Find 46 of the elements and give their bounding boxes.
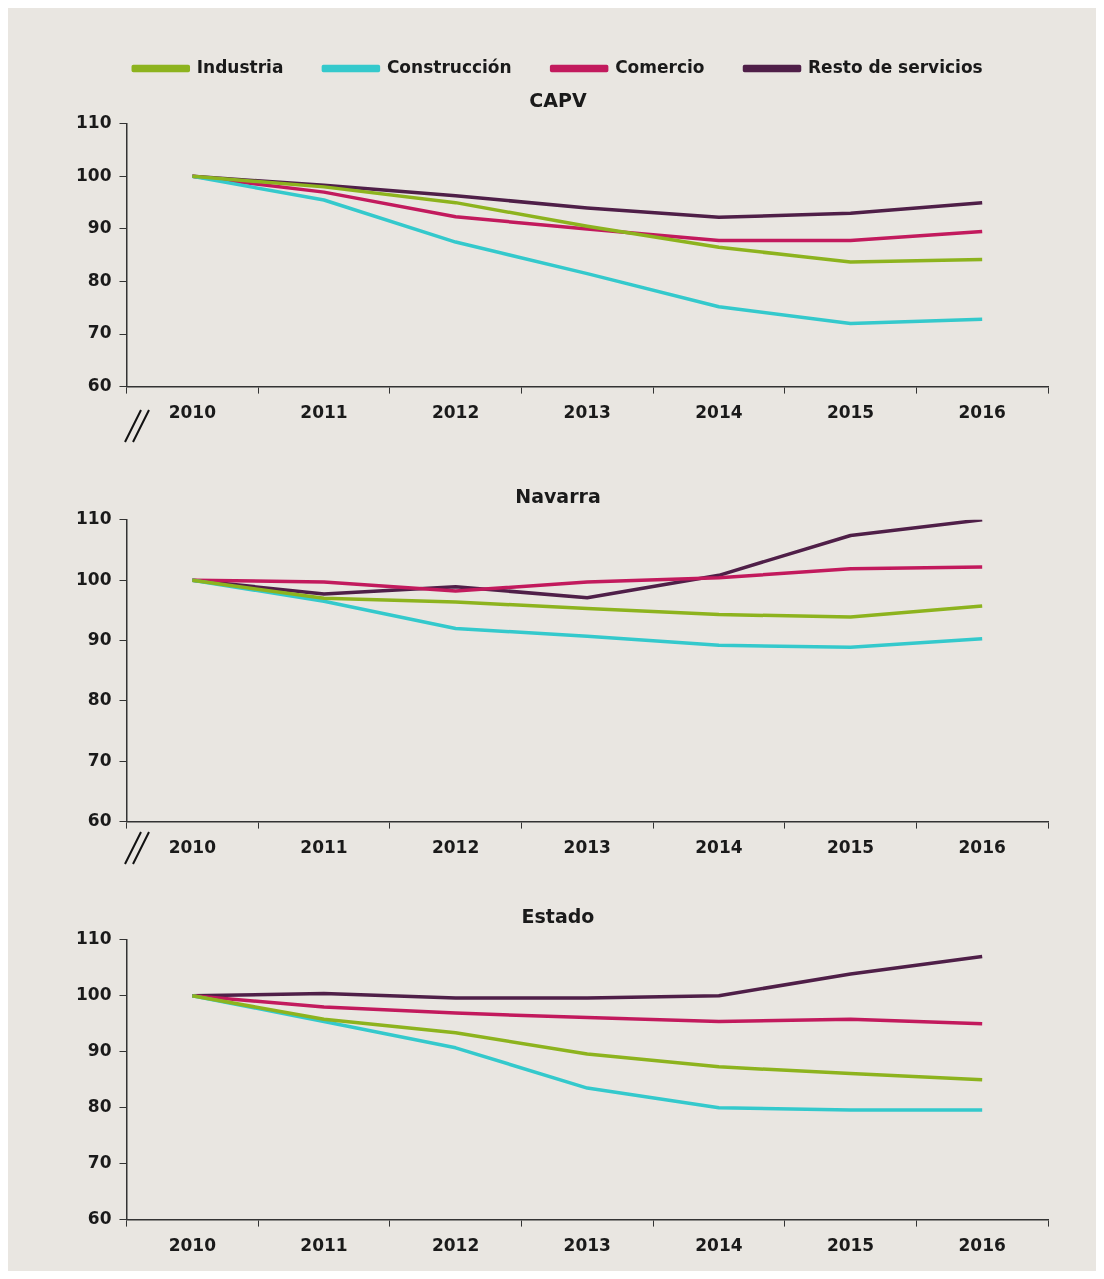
y-tick-label: 60	[87, 1208, 112, 1229]
y-tick-label: 80	[87, 1096, 112, 1117]
y-tick-label: 70	[87, 322, 112, 343]
x-tick-label: 2010	[168, 837, 217, 858]
y-tick-label: 100	[75, 984, 112, 1005]
y-tick-label: 90	[87, 1040, 112, 1061]
x-tick-label: 2016	[958, 402, 1006, 423]
chart-title: Estado	[521, 905, 595, 928]
legend-label: Comercio	[615, 56, 705, 77]
x-tick-label: 2013	[563, 402, 611, 423]
x-tick-label: 2010	[168, 1235, 217, 1256]
y-tick-label: 80	[87, 689, 112, 710]
x-tick-label: 2011	[300, 837, 348, 858]
y-tick-label: 60	[87, 375, 112, 396]
y-tick-label: 110	[75, 508, 112, 529]
x-tick-label: 2011	[300, 402, 348, 423]
legend-label: Resto de servicios	[808, 56, 983, 77]
x-tick-label: 2015	[826, 837, 875, 858]
x-tick-label: 2012	[431, 1235, 480, 1256]
y-tick-label: 110	[75, 928, 112, 949]
y-tick-label: 100	[75, 164, 112, 185]
legend-label: Construcción	[386, 56, 512, 77]
y-tick-label: 110	[75, 112, 112, 133]
x-tick-label: 2013	[563, 837, 611, 858]
x-tick-label: 2014	[695, 402, 743, 423]
y-tick-label: 80	[87, 269, 112, 290]
x-tick-label: 2014	[695, 837, 743, 858]
x-tick-label: 2016	[958, 837, 1006, 858]
x-tick-label: 2012	[431, 837, 480, 858]
legend-label: Industria	[196, 56, 284, 77]
chart-title: CAPV	[529, 89, 587, 112]
y-tick-label: 90	[87, 628, 112, 649]
y-tick-label: 70	[87, 1152, 112, 1173]
x-tick-label: 2016	[958, 1235, 1006, 1256]
y-tick-label: 70	[87, 749, 112, 770]
y-tick-label: 90	[87, 217, 112, 238]
chart-title: Navarra	[515, 485, 601, 508]
x-tick-label: 2014	[695, 1235, 743, 1256]
x-tick-label: 2012	[431, 402, 480, 423]
y-tick-label: 100	[75, 568, 112, 589]
x-tick-label: 2013	[563, 1235, 611, 1256]
x-tick-label: 2015	[826, 402, 875, 423]
x-tick-label: 2010	[168, 402, 217, 423]
x-tick-label: 2011	[300, 1235, 348, 1256]
x-tick-label: 2015	[826, 1235, 875, 1256]
y-tick-label: 60	[87, 810, 112, 831]
